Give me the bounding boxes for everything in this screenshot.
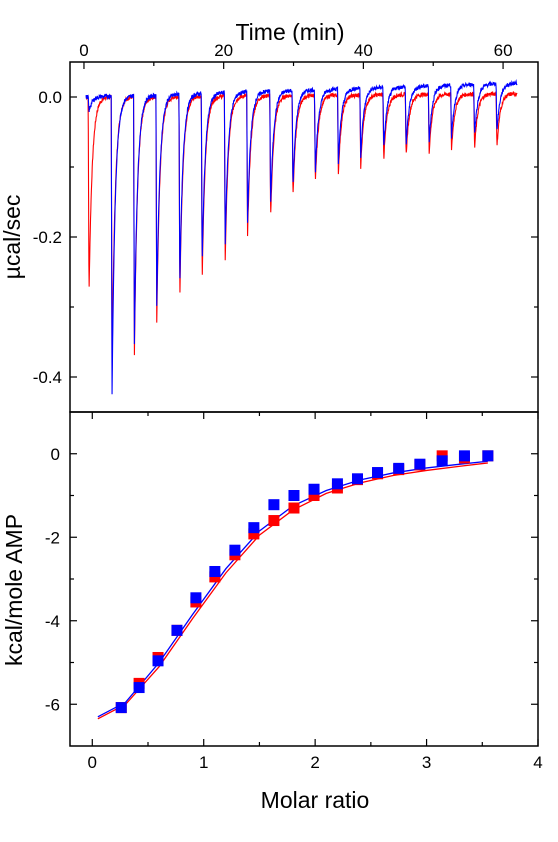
top-panel-thermogram: 0 20 40 60 0.0 -0.2 -0.4 Time (min) µcal/sec: [0, 19, 539, 413]
top-x-tick-label-2: 40: [354, 41, 373, 60]
bottom-y-tick-label-2: -4: [45, 612, 60, 631]
top-x-axis-title: Time (min): [235, 19, 344, 45]
data-point-blue-17: [458, 450, 470, 462]
top-y-axis-title: µcal/sec: [0, 195, 25, 280]
data-point-red-9: [288, 502, 300, 514]
bottom-x-tick-label-2: 2: [310, 753, 319, 772]
bottom-y-axis-title: kcal/mole AMP: [1, 514, 27, 666]
data-point-blue-16: [436, 455, 448, 467]
data-point-blue-4: [190, 592, 202, 604]
fit-curve-red: [97, 462, 488, 720]
data-point-red-8: [268, 515, 280, 527]
thermogram-trace-blue: [85, 78, 518, 395]
bottom-x-axis-title: Molar ratio: [261, 787, 370, 813]
bottom-x-tick-label-1: 1: [199, 753, 208, 772]
data-point-blue-6: [229, 544, 241, 556]
data-point-blue-18: [482, 450, 494, 462]
data-point-blue-8: [268, 499, 280, 511]
top-y-tick-label-0: 0.0: [38, 88, 62, 107]
bottom-x-tick-label-3: 3: [422, 753, 431, 772]
data-point-blue-9: [288, 490, 300, 501]
data-point-red-7: [248, 528, 260, 540]
bottom-x-tick-label-0: 0: [88, 753, 97, 772]
data-point-blue-0: [115, 702, 127, 714]
data-point-blue-11: [331, 478, 343, 490]
data-point-blue-5: [209, 565, 221, 577]
bottom-panel-binding-isotherm: 0 1 2 3 4 0 -2 -4 -6 Molar ratio kcal/mole AMP: [1, 411, 543, 813]
data-point-blue-3: [171, 624, 183, 636]
top-x-tick-label-1: 20: [214, 41, 233, 60]
data-point-blue-10: [308, 483, 320, 495]
data-point-blue-14: [393, 462, 405, 474]
bottom-y-tick-label-0: 0: [51, 445, 60, 464]
top-y-tick-label-2: -0.4: [33, 368, 62, 387]
bottom-series: [97, 450, 494, 720]
top-y-tick-label-1: -0.2: [33, 228, 62, 247]
top-series: [85, 78, 518, 395]
data-point-blue-15: [414, 458, 426, 470]
data-point-blue-13: [372, 467, 384, 479]
bottom-y-tick-label-3: -6: [45, 695, 60, 714]
data-point-blue-1: [133, 682, 145, 694]
top-plot-frame: [69, 61, 539, 413]
top-ticks: 0 20 40 60 0.0 -0.2 -0.4: [33, 41, 538, 387]
bottom-y-tick-label-1: -2: [45, 528, 60, 547]
data-point-blue-12: [351, 473, 363, 485]
bottom-ticks: 0 1 2 3 4 0 -2 -4 -6: [45, 412, 543, 772]
data-point-red-10: [308, 490, 320, 501]
top-x-tick-label-0: 0: [79, 41, 88, 60]
top-x-tick-label-3: 60: [494, 41, 513, 60]
data-point-blue-2: [152, 655, 164, 667]
bottom-x-tick-label-4: 4: [533, 753, 542, 772]
data-point-blue-7: [248, 522, 260, 534]
